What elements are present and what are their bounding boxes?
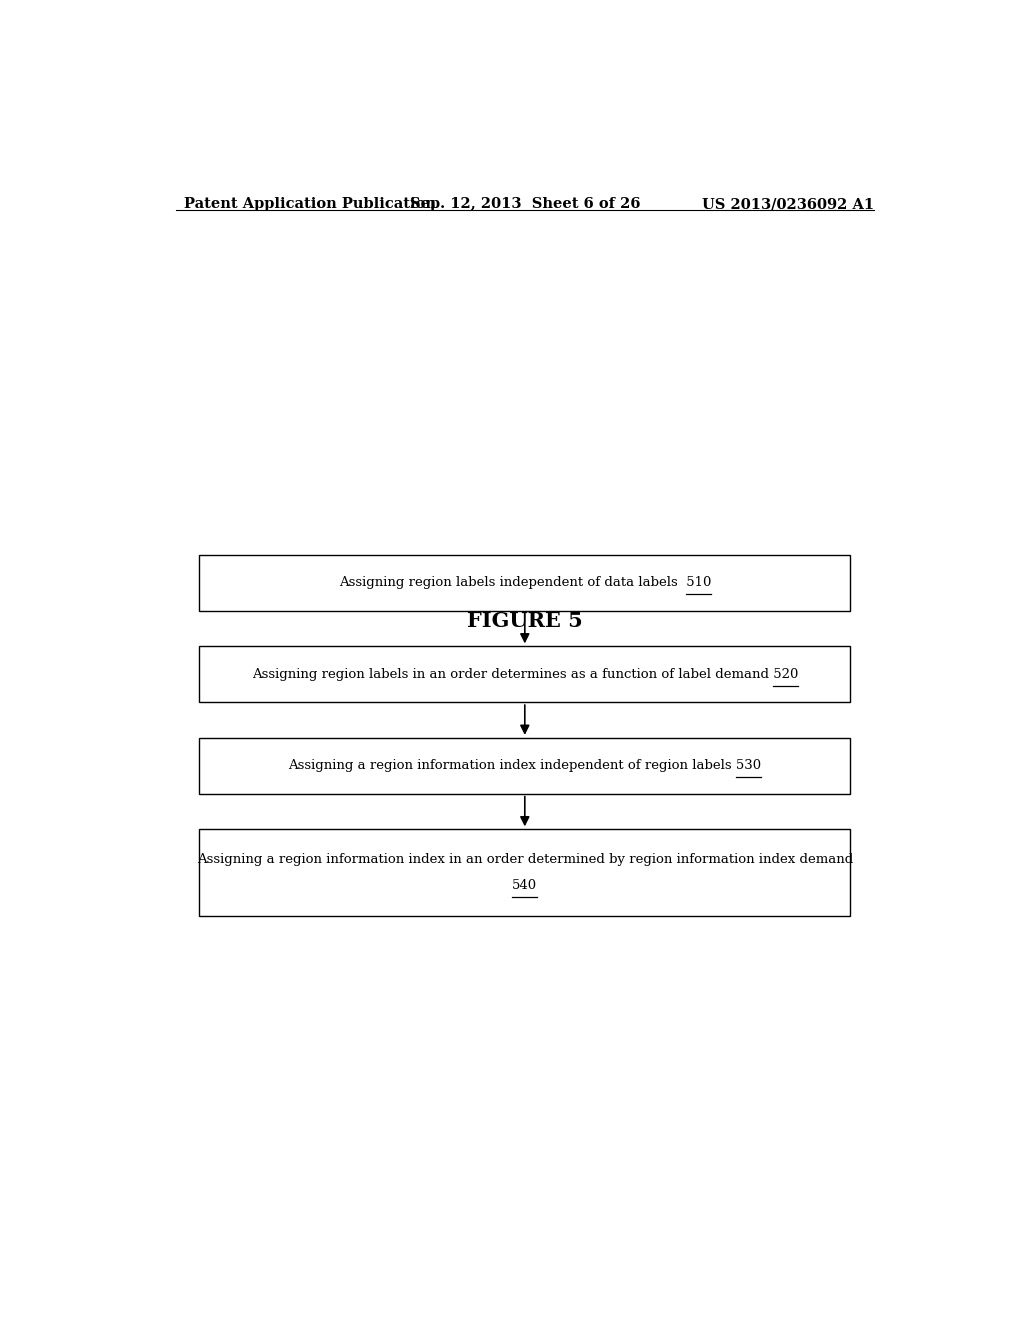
Text: Assigning a region information index independent of region labels 530: Assigning a region information index ind… (288, 759, 762, 772)
Text: Patent Application Publication: Patent Application Publication (183, 197, 435, 211)
Bar (200, 647, 850, 702)
Text: Sep. 12, 2013  Sheet 6 of 26: Sep. 12, 2013 Sheet 6 of 26 (410, 197, 640, 211)
Text: 540: 540 (512, 879, 538, 892)
Text: Assigning a region information index in an order determined by region informatio: Assigning a region information index in … (197, 853, 853, 866)
Text: FIGURE 5: FIGURE 5 (467, 611, 583, 631)
Text: Assigning region labels in an order determines as a function of label demand 520: Assigning region labels in an order dete… (252, 668, 798, 681)
Text: Assigning region labels independent of data labels  510: Assigning region labels independent of d… (339, 577, 711, 589)
Text: US 2013/0236092 A1: US 2013/0236092 A1 (701, 197, 873, 211)
Bar (200, 554, 850, 611)
Bar (200, 738, 850, 793)
Bar (200, 829, 850, 916)
